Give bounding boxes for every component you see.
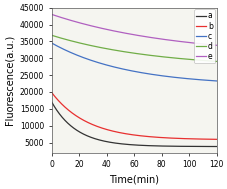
b [147, 136, 150, 138]
a [147, 145, 150, 147]
a [214, 145, 217, 148]
b [50, 91, 53, 94]
d [147, 54, 150, 56]
a [50, 101, 53, 103]
b [124, 133, 127, 135]
a [160, 145, 163, 147]
Legend: a, b, c, d, e: a, b, c, d, e [193, 9, 214, 63]
b [92, 124, 95, 126]
d [79, 42, 82, 44]
a [174, 145, 176, 147]
e [79, 22, 82, 24]
b [79, 118, 82, 120]
d [50, 34, 53, 36]
Line: d: d [52, 35, 216, 61]
e [124, 32, 127, 35]
c [214, 80, 217, 82]
c [79, 56, 82, 58]
d [174, 57, 176, 59]
e [147, 36, 150, 38]
d [92, 45, 95, 47]
a [92, 137, 95, 139]
c [124, 69, 127, 71]
b [174, 137, 176, 139]
d [214, 60, 217, 63]
c [92, 60, 95, 62]
c [174, 76, 176, 79]
X-axis label: Time(min): Time(min) [109, 175, 158, 185]
a [79, 132, 82, 134]
c [160, 75, 163, 77]
Line: a: a [52, 102, 216, 146]
d [124, 51, 127, 53]
c [50, 42, 53, 44]
b [214, 138, 217, 140]
a [124, 143, 127, 146]
Y-axis label: Fluorescence(a.u.): Fluorescence(a.u.) [4, 35, 14, 125]
e [174, 40, 176, 42]
Line: b: b [52, 93, 216, 139]
e [50, 13, 53, 15]
c [147, 73, 150, 75]
Line: c: c [52, 43, 216, 81]
e [160, 38, 163, 40]
e [214, 44, 217, 46]
Line: e: e [52, 14, 216, 45]
b [160, 136, 163, 139]
e [92, 25, 95, 28]
d [160, 56, 163, 58]
